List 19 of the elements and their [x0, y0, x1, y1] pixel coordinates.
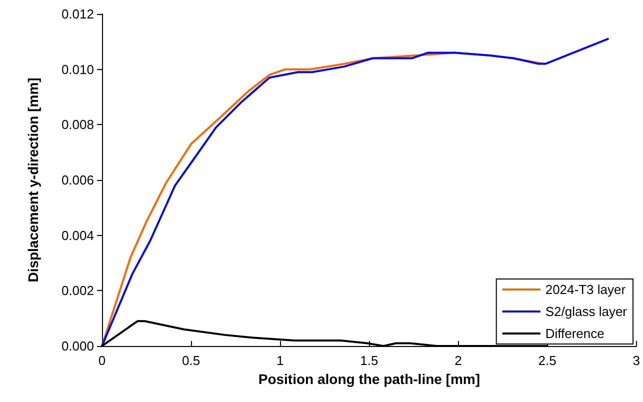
x-tick-label: 0.5: [182, 353, 200, 368]
y-tick-label: 0.012: [61, 6, 94, 22]
legend-label: S2/glass layer: [545, 304, 628, 319]
y-tick-label: 0.000: [61, 338, 94, 354]
x-tick-label: 3: [632, 353, 640, 368]
legend-label: 2024-T3 layer: [545, 282, 626, 297]
x-tick-label: 1: [276, 353, 284, 368]
y-tick-label: 0.004: [61, 228, 94, 243]
y-tick-label: 0.010: [61, 62, 94, 77]
y-axis-title: Displacement y-direction [mm]: [25, 78, 41, 282]
x-tick-label: 2: [454, 353, 462, 368]
y-tick-label: 0.006: [61, 172, 94, 188]
x-tick-label: 1.5: [360, 353, 378, 368]
y-tick-label: 0.008: [61, 117, 94, 132]
legend-label: Difference: [545, 326, 604, 341]
x-tick-label: 2.5: [538, 353, 556, 368]
x-axis-title: Position along the path-line [mm]: [258, 370, 480, 387]
y-tick-label: 0.002: [61, 283, 94, 298]
x-tick-label: 0: [98, 353, 106, 368]
